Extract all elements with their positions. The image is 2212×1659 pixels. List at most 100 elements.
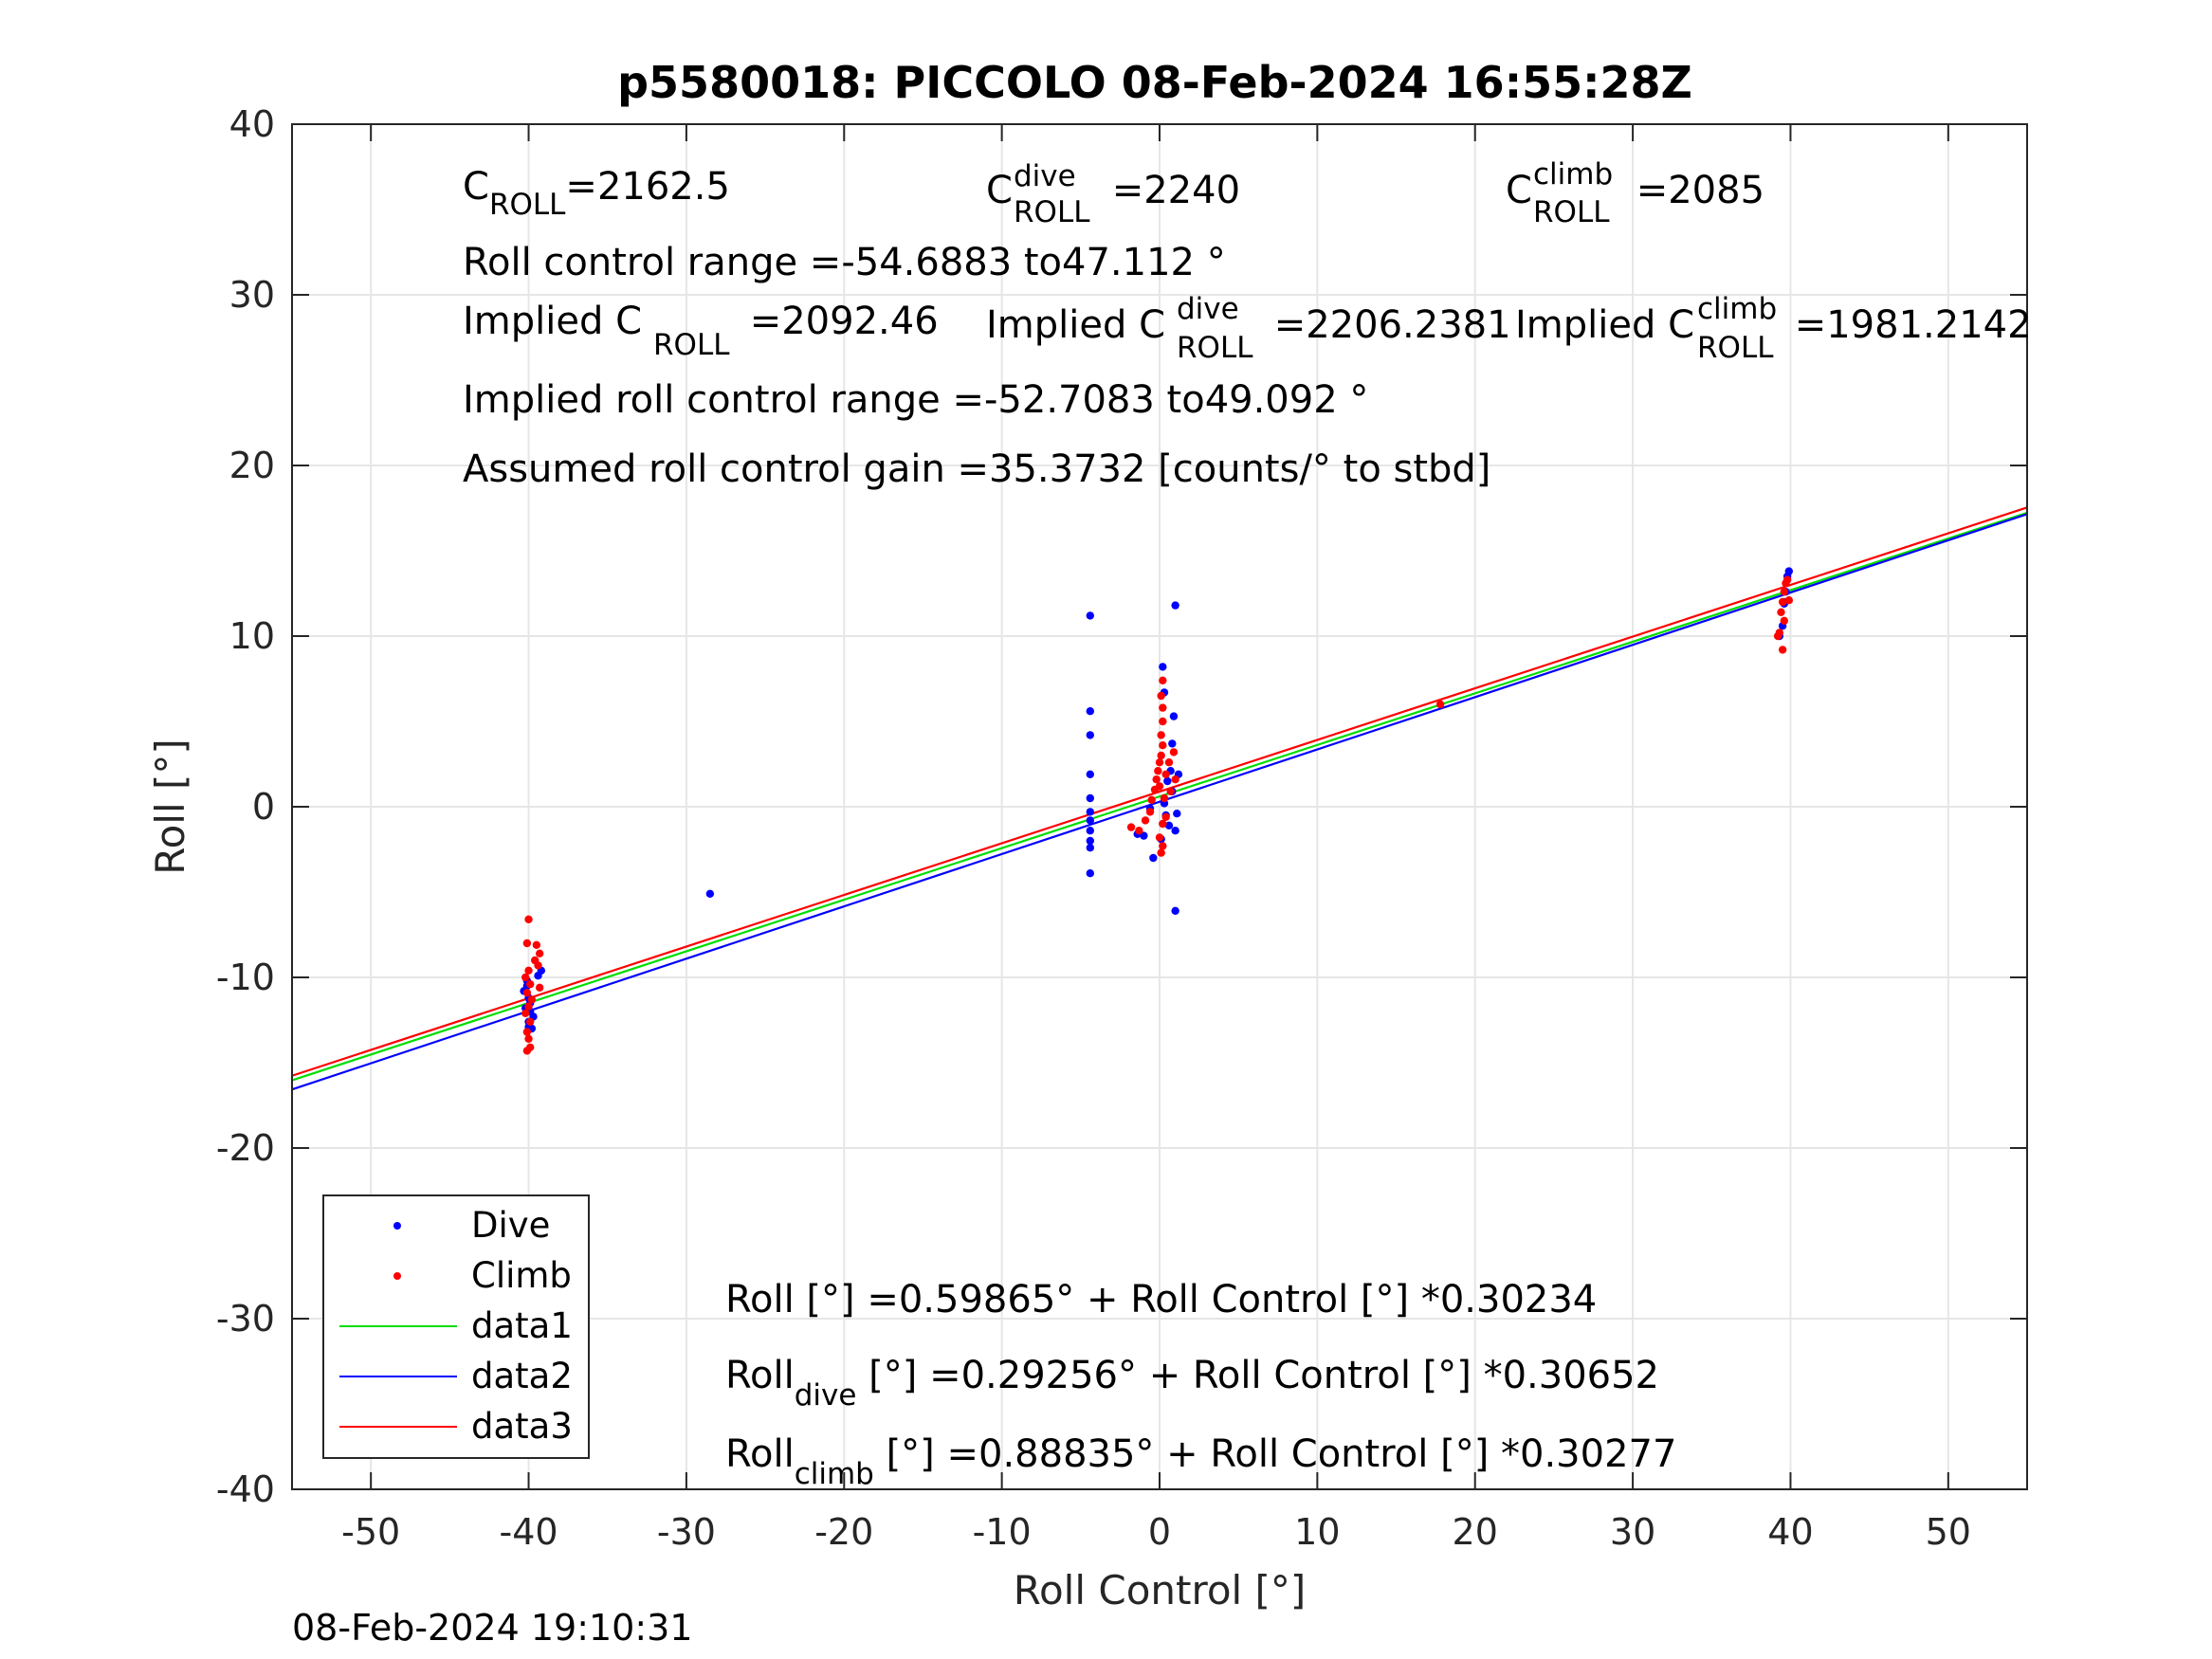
point-dive <box>1171 906 1179 915</box>
axes-box <box>291 123 2028 1490</box>
point-dive <box>1140 831 1148 840</box>
point-climb <box>1157 731 1165 739</box>
point-climb <box>1157 751 1165 760</box>
point-climb <box>1157 691 1165 701</box>
point-dive <box>1086 808 1095 816</box>
legend-data3-label: data3 <box>471 1406 573 1447</box>
x-tick-label: -10 <box>973 1511 1032 1553</box>
y-tick-label: -40 <box>216 1468 275 1510</box>
point-climb <box>1141 816 1150 825</box>
point-climb <box>1435 700 1445 709</box>
point-climb <box>1780 588 1789 596</box>
point-dive <box>1086 827 1095 835</box>
y-tick-label: 20 <box>229 445 275 486</box>
point-climb <box>524 915 533 923</box>
point-climb <box>526 980 535 989</box>
fit-climb-text: Rollclimb [°] =0.88835° + Roll Control [… <box>725 1432 1676 1491</box>
implied-roll-control-range-text: Implied roll control range =-52.7083 to4… <box>463 378 1368 422</box>
point-dive <box>1086 770 1095 778</box>
legend-climb-label: Climb <box>471 1255 572 1296</box>
point-climb <box>1155 833 1164 842</box>
y-axis-label: Roll [°] <box>147 738 193 874</box>
point-climb <box>521 973 530 982</box>
legend-dive-marker <box>393 1222 401 1230</box>
point-climb <box>1159 819 1167 829</box>
point-dive <box>1086 836 1095 846</box>
point-climb <box>1780 616 1789 625</box>
point-climb <box>1126 823 1136 831</box>
timestamp: 08-Feb-2024 19:10:31 <box>292 1607 693 1649</box>
chart-title: p5580018: PICCOLO 08-Feb-2024 16:55:28Z <box>617 57 1692 108</box>
point-dive <box>1168 739 1177 748</box>
point-dive <box>1163 776 1172 786</box>
c-roll-climb-text: Cclimb ROLL =2085 <box>1506 157 1764 229</box>
point-climb <box>535 983 544 993</box>
point-climb <box>1161 812 1170 821</box>
point-climb <box>521 1009 530 1018</box>
fit-line-data2 <box>291 513 2028 1091</box>
point-climb <box>535 949 544 957</box>
point-dive <box>1159 663 1167 671</box>
point-climb <box>1782 575 1792 584</box>
point-dive <box>1086 869 1095 878</box>
x-tick-label: 20 <box>1453 1511 1498 1553</box>
point-climb <box>1159 717 1167 726</box>
point-climb <box>1171 775 1179 784</box>
legend-data2-label: data2 <box>471 1356 573 1396</box>
point-climb <box>531 956 539 965</box>
x-tick-label: 50 <box>1926 1511 1971 1553</box>
x-tick-label: -20 <box>814 1511 873 1553</box>
point-climb <box>1145 808 1155 816</box>
x-axis-label: Roll Control [°] <box>1014 1567 1307 1613</box>
point-climb <box>1164 758 1174 767</box>
point-climb <box>1135 827 1143 835</box>
point-climb <box>1161 770 1170 778</box>
legend-dive-label: Dive <box>471 1205 550 1246</box>
point-dive <box>1086 611 1095 620</box>
x-tick-label: -30 <box>657 1511 716 1553</box>
point-climb <box>1778 597 1787 607</box>
point-dive <box>1086 707 1095 716</box>
point-climb <box>1155 758 1164 767</box>
point-climb <box>1152 775 1161 784</box>
point-climb <box>1166 787 1175 795</box>
point-dive <box>1169 712 1179 720</box>
y-tick-label: 0 <box>252 786 275 828</box>
point-dive <box>1086 816 1095 825</box>
x-tick-label: -40 <box>500 1511 558 1553</box>
point-climb <box>1778 646 1787 654</box>
y-tick-label: 40 <box>229 103 275 145</box>
y-tick-label: -10 <box>216 957 275 998</box>
point-climb <box>1157 848 1165 857</box>
point-climb <box>1159 703 1167 712</box>
point-climb <box>526 1017 535 1027</box>
point-dive <box>1086 731 1095 739</box>
x-tick-label: 40 <box>1767 1511 1813 1553</box>
point-climb <box>522 1047 532 1055</box>
point-climb <box>1775 629 1784 637</box>
x-tick-label: -50 <box>341 1511 400 1553</box>
point-climb <box>1160 793 1169 803</box>
y-tick-label: -20 <box>216 1127 275 1169</box>
point-climb <box>1155 782 1164 791</box>
point-dive <box>534 972 542 980</box>
fit-lines <box>291 506 2028 1091</box>
point-climb <box>1784 596 1793 605</box>
point-climb <box>1159 676 1167 684</box>
point-dive <box>1171 827 1179 835</box>
tick-labels: -50 -40 -30 -20 -10 0 10 20 30 40 50 -40 -30 -20 -10 0 1… <box>216 103 1971 1553</box>
point-dive <box>1171 601 1179 610</box>
point-climb <box>1147 795 1156 804</box>
x-tick-label: 10 <box>1294 1511 1340 1553</box>
point-climb <box>1159 842 1167 850</box>
point-climb <box>524 1002 533 1011</box>
point-dive <box>1149 853 1158 863</box>
point-climb <box>522 939 532 948</box>
fit-dive-text: Rolldive [°] =0.29256° + Roll Control [°… <box>725 1354 1659 1413</box>
point-climb <box>1159 741 1167 750</box>
point-climb <box>522 989 532 997</box>
y-tick-label: 10 <box>229 615 275 657</box>
y-tick-label: 30 <box>229 274 275 316</box>
